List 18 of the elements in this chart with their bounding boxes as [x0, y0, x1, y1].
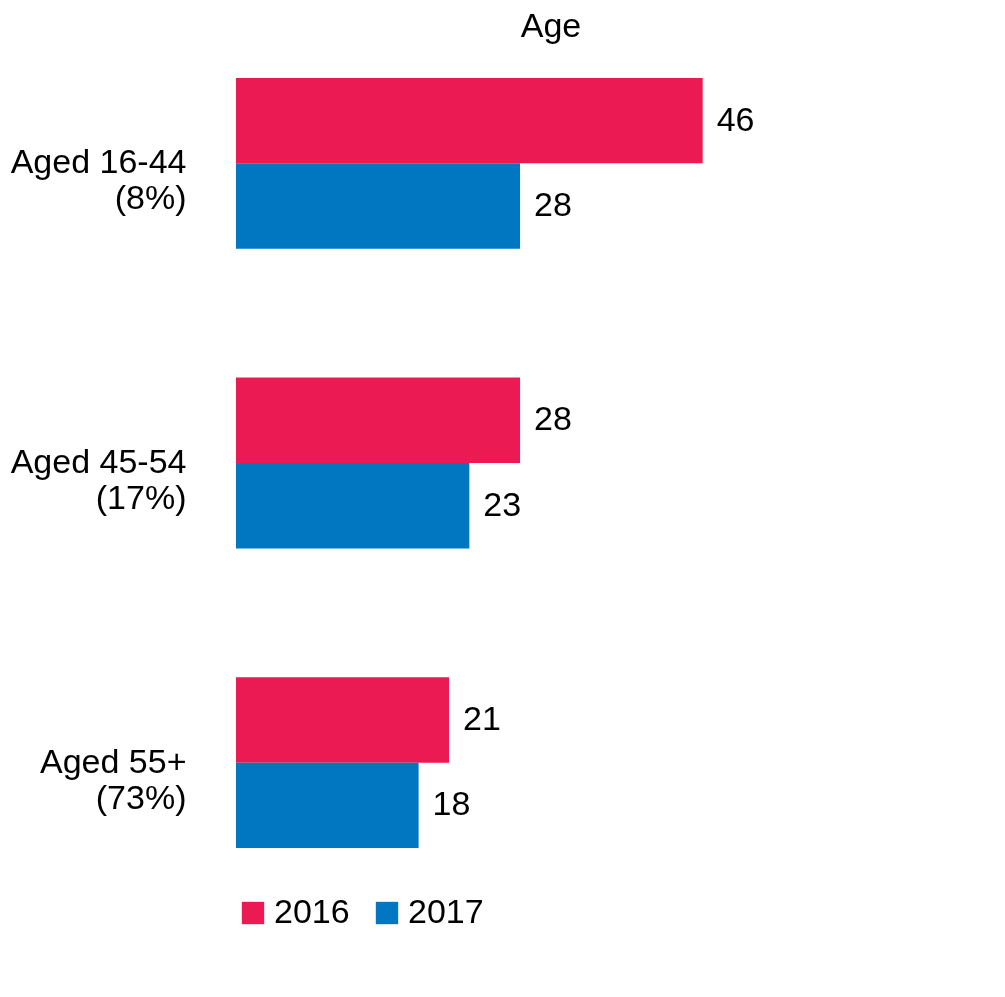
data-label: 23	[483, 484, 522, 523]
bar	[236, 77, 703, 164]
y-tick-label: Aged 16-44 (8%)	[10, 142, 187, 217]
data-label: 18	[432, 784, 471, 823]
data-label: 21	[463, 698, 501, 737]
data-label: 28	[534, 185, 572, 224]
chart-title: Age	[520, 6, 582, 44]
data-label: 28	[534, 399, 572, 438]
bar	[236, 762, 419, 849]
legend-label: 2016	[274, 892, 350, 930]
legend-label: 2017	[408, 892, 484, 930]
bar	[236, 163, 521, 249]
data-label: 46	[716, 99, 755, 138]
bar	[236, 677, 450, 763]
y-tick-label: Aged 55+ (73%)	[39, 741, 187, 816]
bar	[236, 377, 521, 463]
y-tick-label: Aged 45-54 (17%)	[10, 442, 187, 516]
bar	[236, 463, 470, 549]
